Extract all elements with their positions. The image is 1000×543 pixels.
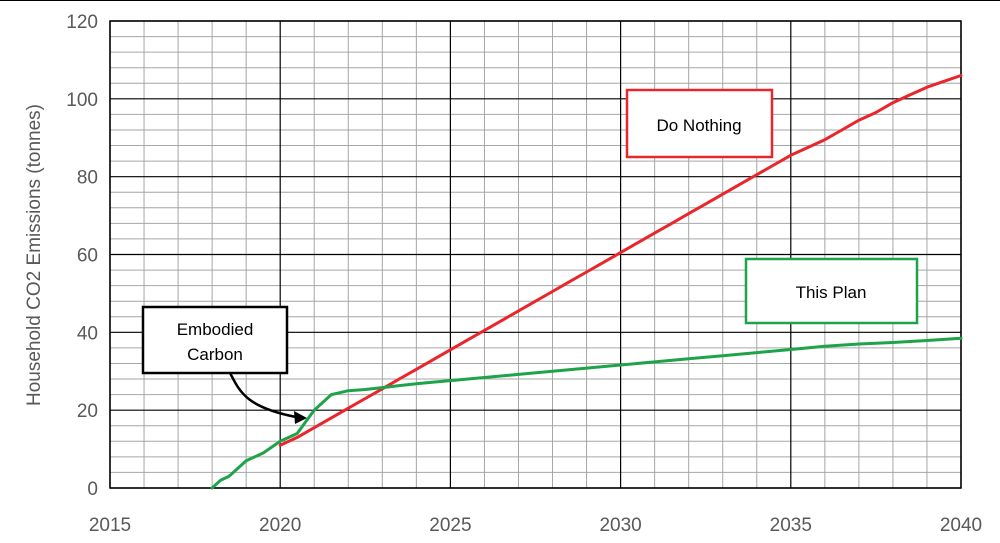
do-nothing-callout: Do Nothing <box>625 88 774 159</box>
y-tick-label: 60 <box>77 246 98 267</box>
x-tick-label: 2020 <box>259 515 301 536</box>
axes <box>109 20 962 489</box>
plot-border <box>109 20 962 489</box>
embodied-carbon-callout-box <box>141 305 289 375</box>
y-tick-label: 120 <box>66 12 98 33</box>
embodied-carbon-arrowhead <box>294 411 307 424</box>
embodied-carbon-callout-line-1: Embodied <box>177 320 254 339</box>
embodied-carbon-callout: Embodied Carbon <box>141 305 307 424</box>
this-plan-callout: This Plan <box>744 257 919 325</box>
y-tick-label: 40 <box>77 323 98 344</box>
do-nothing-series-line <box>278 74 963 447</box>
y-tick-label: 100 <box>66 90 98 111</box>
this-plan-callout-box <box>744 257 919 325</box>
this-plan-series-line <box>210 336 963 490</box>
x-tick-label: 2040 <box>940 515 982 536</box>
y-axis-label: Household CO2 Emissions (tonnes) <box>24 104 45 406</box>
x-tick-label: 2015 <box>89 515 131 536</box>
y-tick-label: 20 <box>77 401 98 422</box>
embodied-carbon-arrow <box>228 372 297 419</box>
embodied-carbon-callout-line-2: Carbon <box>187 345 243 364</box>
x-tick-label: 2030 <box>599 515 641 536</box>
do-nothing-callout-text: Do Nothing <box>656 116 741 135</box>
y-tick-label: 80 <box>77 168 98 189</box>
series-layer <box>210 74 963 490</box>
this-plan-callout-text: This Plan <box>796 283 867 302</box>
x-tick-label: 2025 <box>429 515 471 536</box>
y-tick-label: 0 <box>87 479 98 500</box>
do-nothing-callout-box <box>625 88 774 159</box>
x-tick-label: 2035 <box>770 515 812 536</box>
